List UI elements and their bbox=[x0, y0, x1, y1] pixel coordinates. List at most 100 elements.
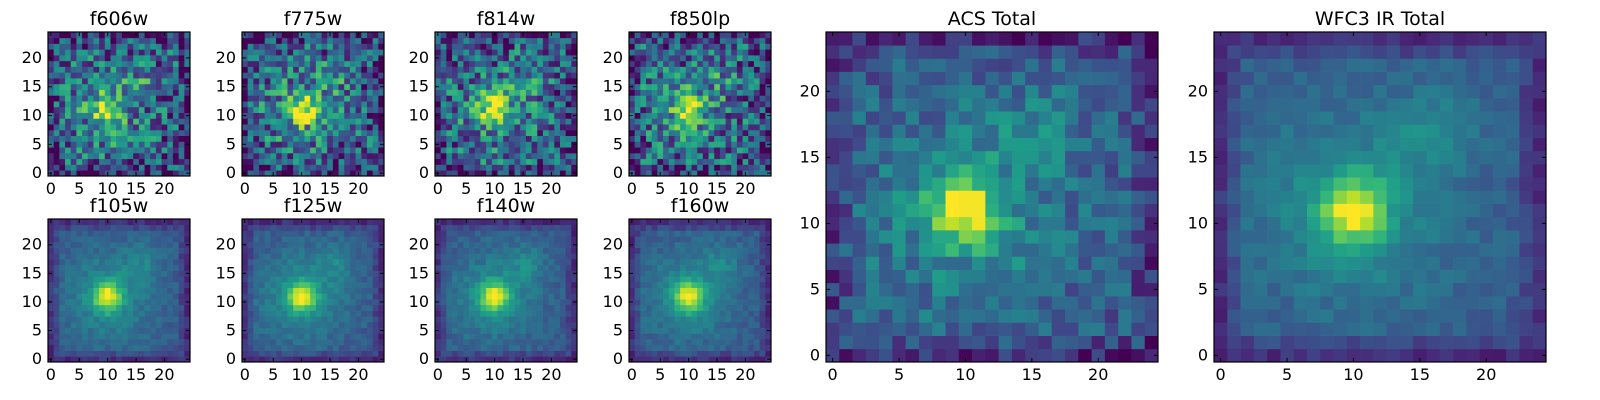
heatmap-cell bbox=[469, 350, 476, 357]
heatmap-cell bbox=[264, 316, 271, 323]
heatmap-cell bbox=[99, 287, 106, 294]
heatmap-cell bbox=[53, 299, 60, 306]
heatmap-cell bbox=[287, 253, 294, 260]
heatmap-cell bbox=[702, 43, 709, 50]
heatmap-cell bbox=[554, 89, 561, 96]
heatmap-cell bbox=[446, 101, 453, 108]
y-tick-label: 15 bbox=[22, 77, 42, 96]
heatmap-cell bbox=[276, 152, 283, 160]
heatmap-cell bbox=[469, 135, 476, 142]
heatmap-cell bbox=[327, 135, 334, 142]
heatmap-cell bbox=[48, 106, 55, 113]
heatmap-cell bbox=[559, 247, 566, 254]
heatmap-cell bbox=[748, 49, 755, 56]
heatmap-cell bbox=[497, 112, 504, 119]
heatmap-cell bbox=[646, 95, 653, 102]
heatmap-cell bbox=[469, 327, 476, 334]
heatmap-cell bbox=[629, 43, 636, 50]
heatmap-cell bbox=[116, 78, 123, 85]
heatmap-cell bbox=[497, 327, 504, 334]
heatmap-cell bbox=[525, 37, 532, 44]
heatmap-cell bbox=[559, 60, 566, 67]
heatmap-cell bbox=[65, 32, 72, 39]
heatmap-cell bbox=[663, 106, 670, 113]
heatmap-cell bbox=[287, 101, 294, 108]
heatmap-cell bbox=[344, 106, 351, 113]
heatmap-cell bbox=[525, 230, 532, 237]
heatmap-cell bbox=[525, 170, 532, 177]
heatmap-cell bbox=[293, 241, 300, 248]
heatmap-cell bbox=[304, 118, 311, 125]
heatmap-cell bbox=[133, 321, 140, 329]
heatmap-cell bbox=[310, 310, 317, 317]
heatmap-cell bbox=[719, 170, 726, 177]
heatmap-cell bbox=[110, 293, 117, 300]
heatmap-cell bbox=[651, 270, 658, 277]
heatmap-cell bbox=[167, 236, 174, 243]
heatmap-cell bbox=[565, 112, 572, 119]
heatmap-cell bbox=[247, 135, 254, 142]
heatmap-cell bbox=[463, 344, 470, 351]
heatmap-cell bbox=[121, 224, 128, 231]
heatmap-cell bbox=[559, 135, 566, 142]
heatmap-cell bbox=[736, 356, 743, 363]
heatmap-cell bbox=[116, 230, 123, 237]
heatmap-cell bbox=[697, 32, 704, 39]
heatmap-cell bbox=[640, 304, 647, 311]
heatmap-cell bbox=[469, 344, 476, 351]
heatmap-cell bbox=[452, 106, 459, 113]
heatmap-cell bbox=[82, 141, 89, 148]
heatmap-cell bbox=[361, 316, 368, 323]
heatmap-cell bbox=[65, 135, 72, 142]
heatmap-cell bbox=[327, 124, 334, 131]
heatmap-cell bbox=[651, 350, 658, 357]
heatmap-cell bbox=[542, 259, 549, 266]
heatmap-cell bbox=[565, 83, 572, 90]
heatmap-cell bbox=[486, 281, 493, 288]
heatmap-cell bbox=[48, 135, 55, 142]
heatmap-cell bbox=[259, 158, 266, 165]
heatmap-cell bbox=[714, 78, 721, 85]
heatmap-cell bbox=[253, 327, 260, 334]
heatmap-cell bbox=[565, 89, 572, 96]
heatmap-cell bbox=[565, 287, 572, 294]
heatmap-cell bbox=[315, 339, 322, 346]
heatmap-cell bbox=[742, 135, 749, 142]
heatmap-cell bbox=[469, 293, 476, 300]
heatmap-cell bbox=[508, 95, 515, 102]
heatmap-cell bbox=[167, 32, 174, 39]
heatmap-cell bbox=[503, 230, 510, 237]
heatmap-cell bbox=[133, 264, 140, 271]
heatmap-cell bbox=[480, 344, 487, 351]
heatmap-cell bbox=[121, 66, 128, 73]
y-tick-label: 20 bbox=[603, 48, 623, 67]
heatmap-cell bbox=[99, 170, 106, 177]
heatmap-cell bbox=[259, 264, 266, 271]
heatmap-cell bbox=[657, 344, 664, 351]
heatmap-cell bbox=[514, 316, 521, 323]
heatmap-cell bbox=[276, 270, 283, 277]
heatmap-cell bbox=[759, 55, 766, 62]
heatmap-cell bbox=[742, 55, 749, 62]
heatmap-cell bbox=[531, 333, 538, 340]
heatmap-cell bbox=[82, 224, 89, 231]
heatmap-cell bbox=[298, 224, 305, 231]
heatmap-cell bbox=[310, 55, 317, 62]
heatmap-cell bbox=[321, 135, 328, 142]
heatmap-cell bbox=[270, 112, 277, 119]
heatmap-cell bbox=[691, 43, 698, 50]
heatmap-cell bbox=[321, 141, 328, 148]
heatmap-cell bbox=[99, 66, 106, 73]
heatmap-cell bbox=[144, 344, 151, 351]
heatmap-cell bbox=[276, 78, 283, 85]
y-tick-label: 10 bbox=[22, 292, 42, 311]
heatmap-cell bbox=[138, 219, 145, 226]
heatmap-cell bbox=[469, 129, 476, 137]
heatmap-cell bbox=[184, 37, 191, 44]
heatmap-cell bbox=[525, 135, 532, 142]
heatmap-cell bbox=[463, 78, 470, 85]
heatmap-cell bbox=[491, 89, 498, 96]
heatmap-cell bbox=[315, 124, 322, 131]
heatmap-cell bbox=[298, 118, 305, 125]
